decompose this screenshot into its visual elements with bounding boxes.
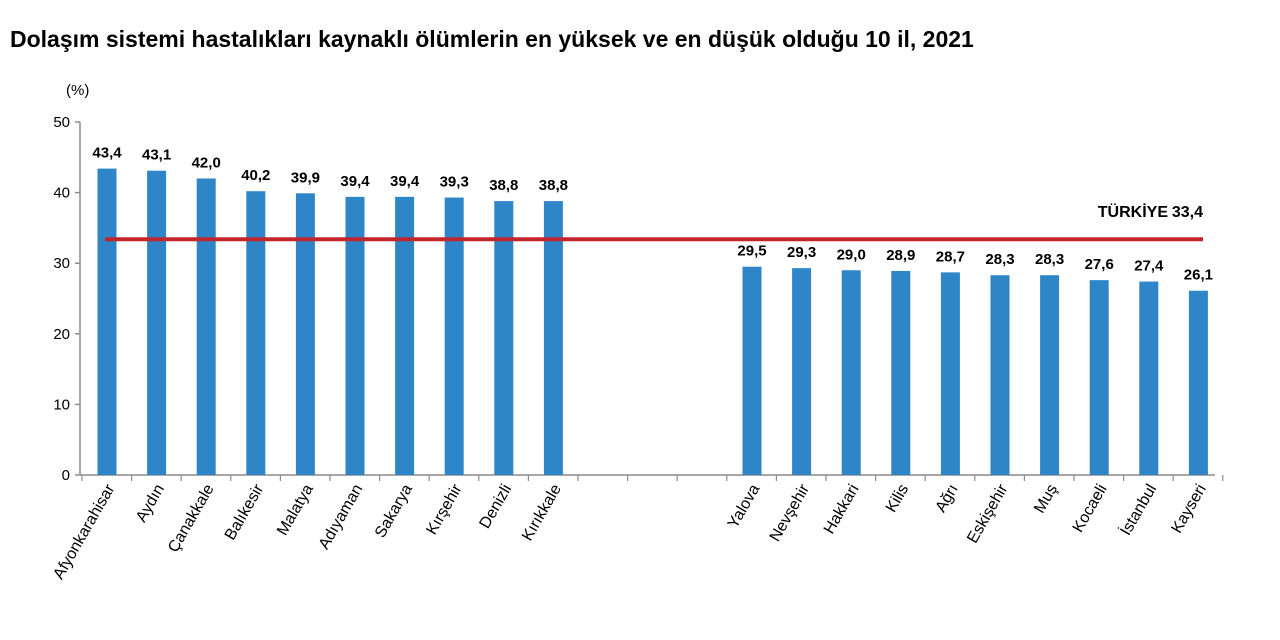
- y-tick-label: 30: [53, 255, 70, 272]
- category-label: Yalova: [725, 481, 764, 531]
- data-label: 42,0: [192, 154, 221, 171]
- bar: [196, 178, 216, 476]
- category-label: Kırşehir: [423, 481, 466, 538]
- bar: [841, 270, 861, 475]
- category-label: Balıkesir: [222, 481, 268, 543]
- bar: [295, 193, 315, 475]
- category-label: Kayseri: [1168, 482, 1209, 537]
- data-label: 39,4: [390, 173, 420, 190]
- category-label: Eskişehir: [964, 481, 1012, 546]
- reference-line-value: 33,4: [1172, 204, 1203, 221]
- bars: 43,4 43,1 42,0 40,2 39,9 39,4 39,4 39,3 38,8 38,8…: [92, 145, 1213, 476]
- bar: [395, 196, 415, 475]
- bar: [1040, 275, 1060, 475]
- data-label: 28,7: [936, 248, 965, 265]
- bar: [246, 191, 266, 476]
- bar: [444, 197, 464, 476]
- bar: [97, 168, 117, 475]
- category-label: Adıyaman: [316, 482, 367, 553]
- y-axis-unit-label: (%): [66, 82, 89, 99]
- y-tick-label: 40: [53, 185, 70, 202]
- category-label: Afyonkarahisar: [50, 481, 118, 583]
- bar: [543, 201, 563, 475]
- category-label: Kocaeli: [1070, 482, 1111, 536]
- category-label: Ağrı: [932, 482, 961, 516]
- category-label: Hakkari: [821, 482, 863, 537]
- bar: [494, 201, 514, 475]
- data-label: 27,4: [1134, 258, 1164, 275]
- category-label: Muş: [1031, 482, 1061, 517]
- y-tick-label: 0: [62, 467, 70, 484]
- category-label: Nevşehir: [767, 481, 814, 545]
- data-label: 29,3: [787, 244, 816, 261]
- data-label: 28,9: [886, 247, 915, 264]
- reference-line-group: TÜRKİYE 33,4: [105, 202, 1203, 242]
- reference-line-name: TÜRKİYE: [1098, 202, 1169, 221]
- data-label: 26,1: [1184, 267, 1213, 284]
- data-label: 39,4: [340, 173, 370, 190]
- data-label: 39,3: [440, 174, 469, 191]
- data-label: 38,8: [489, 177, 518, 194]
- category-label: İstanbul: [1116, 481, 1160, 539]
- category-label: Denizli: [477, 482, 516, 532]
- data-label: 27,6: [1085, 256, 1114, 273]
- data-label: 38,8: [539, 177, 568, 194]
- bar: [1089, 280, 1109, 475]
- y-tick-label: 50: [53, 114, 70, 131]
- category-label: Sakarya: [372, 481, 416, 540]
- bar: [345, 196, 365, 475]
- category-label: Kilis: [883, 482, 912, 516]
- data-label: 28,3: [985, 251, 1014, 268]
- bar: [891, 270, 911, 475]
- category-label: Kırıkkale: [519, 481, 565, 543]
- y-axis: 0 10 20 30 40 50: [53, 114, 1224, 484]
- chart-title: Dolaşım sistemi hastalıkları kaynaklı öl…: [10, 26, 974, 52]
- bar: [940, 272, 960, 475]
- data-label: 29,0: [837, 246, 866, 263]
- data-label: 43,1: [142, 147, 171, 164]
- category-label: Malatya: [274, 481, 317, 538]
- bar: [792, 268, 812, 475]
- bar: [990, 275, 1010, 475]
- bar: [742, 266, 762, 475]
- data-label: 43,4: [92, 145, 122, 162]
- bar: [147, 170, 167, 476]
- data-label: 39,9: [291, 169, 320, 186]
- data-label: 28,3: [1035, 251, 1064, 268]
- data-label: 40,2: [241, 167, 270, 184]
- category-label: Aydın: [133, 482, 168, 526]
- y-tick-label: 10: [53, 396, 70, 413]
- category-label: Çanakkale: [165, 481, 218, 555]
- bar: [1139, 281, 1159, 475]
- bar: [1188, 290, 1208, 475]
- data-label: 29,5: [737, 243, 766, 260]
- y-tick-label: 20: [53, 326, 70, 343]
